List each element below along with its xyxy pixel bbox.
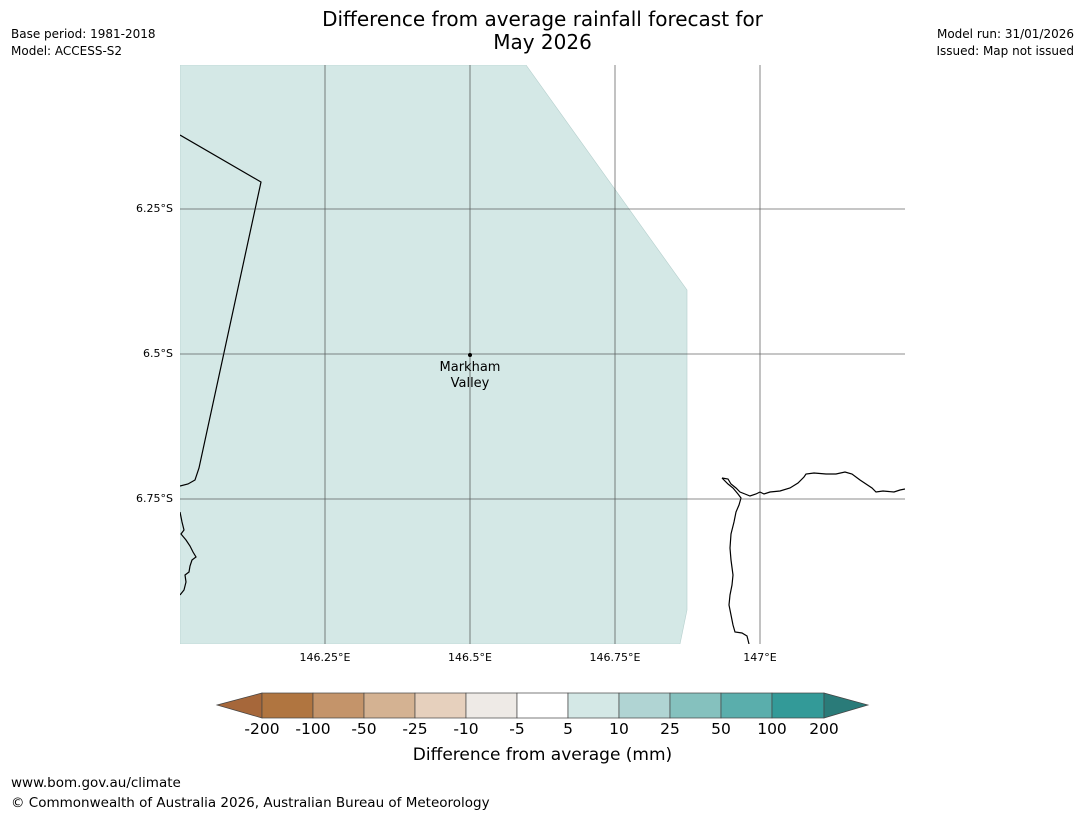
coastline-east	[721, 471, 905, 497]
colorbar-segment	[516, 692, 569, 719]
forecast-region	[180, 65, 688, 644]
footer-url: www.bom.gov.au/climate	[11, 775, 181, 791]
meta-right: Model run: 31/01/2026 Issued: Map not is…	[936, 26, 1074, 60]
place-label: Markham Valley	[410, 360, 530, 392]
lon-tick-146.75: 146.75°E	[589, 651, 641, 664]
place-label-line-2: Valley	[450, 376, 490, 391]
colorbar-arrow-high	[823, 692, 870, 719]
colorbar-title: Difference from average (mm)	[412, 745, 673, 765]
colorbar-label: -5	[509, 720, 525, 738]
colorbar-label: 100	[757, 720, 787, 738]
colorbar-label: -10	[453, 720, 479, 738]
colorbar-label: 25	[660, 720, 680, 738]
model-run-text: Model run: 31/01/2026	[936, 27, 1074, 41]
colorbar-segment	[414, 692, 467, 719]
colorbar-segment	[618, 692, 671, 719]
lon-tick-147: 147°E	[743, 651, 777, 664]
lat-tick-6.25: 6.25°S	[136, 202, 173, 215]
colorbar-label: -25	[402, 720, 428, 738]
colorbar-segment	[465, 692, 518, 719]
title-line-2: May 2026	[493, 30, 592, 54]
colorbar-segment	[771, 692, 825, 719]
issued-text: Issued: Map not issued	[936, 44, 1074, 58]
colorbar-segment	[312, 692, 365, 719]
meta-left: Base period: 1981-2018 Model: ACCESS-S2	[11, 26, 156, 60]
colorbar-segment	[720, 692, 773, 719]
colorbar-label: -50	[351, 720, 377, 738]
title-line-1: Difference from average rainfall forecas…	[322, 7, 763, 31]
colorbar-arrow-low	[215, 692, 263, 719]
colorbar	[215, 692, 870, 719]
colorbar-label: -100	[295, 720, 331, 738]
place-label-line-1: Markham	[439, 360, 501, 375]
map-title: Difference from average rainfall forecas…	[0, 8, 1085, 54]
coastline-southeast	[721, 477, 750, 644]
colorbar-label: -200	[244, 720, 280, 738]
colorbar-segment	[567, 692, 620, 719]
footer-copyright: © Commonwealth of Australia 2026, Austra…	[11, 795, 490, 811]
lat-tick-6.75: 6.75°S	[136, 492, 173, 505]
base-period-text: Base period: 1981-2018	[11, 27, 156, 41]
colorbar-segment	[669, 692, 722, 719]
lon-tick-146.25: 146.25°E	[299, 651, 351, 664]
model-text: Model: ACCESS-S2	[11, 44, 123, 58]
coastline-west	[180, 134, 262, 487]
lon-tick-146.5: 146.5°E	[448, 651, 492, 664]
colorbar-segment	[363, 692, 416, 719]
colorbar-label: 50	[711, 720, 731, 738]
colorbar-label: 10	[609, 720, 629, 738]
lat-tick-6.5: 6.5°S	[143, 347, 173, 360]
coastline-southwest	[180, 511, 197, 596]
location-marker	[468, 353, 472, 357]
colorbar-label: 5	[563, 720, 573, 738]
colorbar-segment	[261, 692, 314, 719]
colorbar-label: 200	[809, 720, 839, 738]
